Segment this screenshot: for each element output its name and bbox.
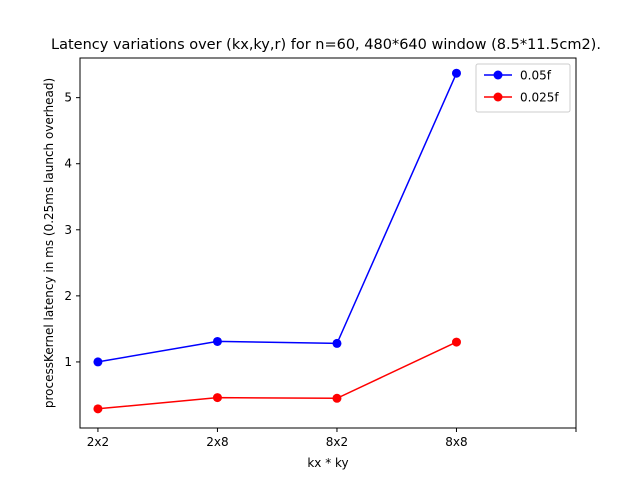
legend: 0.05f 0.025f (475, 63, 571, 113)
legend-item-series-2: 0.025f (484, 91, 559, 105)
y-axis: 1 2 3 4 5 (64, 91, 80, 369)
series-layer (93, 68, 461, 414)
y-tick-label: 3 (64, 223, 72, 237)
data-point-series-2 (332, 393, 342, 403)
y-tick-label: 1 (64, 355, 72, 369)
series-line-1 (97, 72, 458, 363)
series-line-2 (97, 341, 457, 410)
x-tick-label: 2x8 (206, 435, 228, 449)
y-tick-label: 4 (64, 157, 72, 171)
data-point-series-2 (451, 337, 461, 347)
legend-label-series-1: 0.05f (520, 69, 552, 83)
x-tick-label: 8x2 (326, 435, 348, 449)
y-axis-label: processKernel latency in ms (0.25ms laun… (42, 78, 56, 408)
x-tick-label: 2x2 (87, 435, 109, 449)
axes-frame (79, 57, 577, 429)
data-point-series-2 (93, 404, 103, 414)
x-tick-label: 8x8 (445, 435, 467, 449)
chart-title: Latency variations over (kx,ky,r) for n=… (51, 37, 601, 53)
y-tick-label: 2 (64, 289, 72, 303)
legend-item-series-1: 0.05f (484, 69, 552, 83)
data-point-series-1 (212, 336, 222, 346)
data-point-series-1 (451, 68, 461, 78)
legend-marker-series-2 (493, 92, 503, 102)
plot-area (79, 57, 577, 429)
x-axis-label: kx * ky (307, 456, 348, 470)
x-axis: 2x2 2x8 8x2 8x8 (87, 428, 577, 449)
data-point-series-2 (212, 393, 222, 403)
data-point-series-1 (93, 357, 103, 367)
legend-label-series-2: 0.025f (520, 91, 559, 105)
legend-marker-series-1 (493, 70, 503, 80)
data-point-series-1 (332, 338, 342, 348)
y-tick-label: 5 (64, 91, 72, 105)
